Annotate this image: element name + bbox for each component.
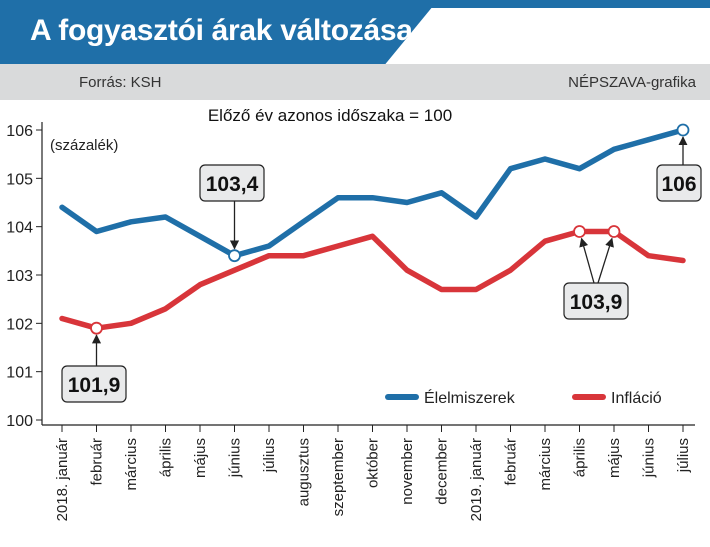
x-tick-label: 2019. január — [468, 438, 485, 521]
chart-title: A fogyasztói árak változása — [30, 14, 413, 47]
x-tick-label: május — [192, 438, 209, 478]
callout-label: 103,9 — [570, 291, 623, 314]
annotated-point — [607, 225, 621, 238]
x-tick-label: szeptember — [330, 438, 347, 516]
x-tick-label: augusztus — [296, 438, 313, 506]
food-prices-line — [59, 127, 686, 259]
y-tick-label: 103 — [6, 268, 33, 285]
x-tick-label: 2018. január — [54, 438, 71, 521]
callout-box — [199, 164, 265, 202]
x-tick-label: április — [158, 438, 175, 477]
y-tick-label: 105 — [6, 171, 33, 188]
x-tick-label: február — [89, 438, 106, 486]
x-tick-label: június — [641, 438, 658, 478]
x-tick-label: október — [365, 438, 382, 488]
x-tick-label: július — [675, 438, 692, 473]
callout-arrow — [597, 237, 614, 284]
x-tick-label: november — [399, 438, 416, 505]
legend-label: Infláció — [611, 390, 662, 407]
y-axis-label: (százalék) — [50, 137, 118, 154]
annotated-points — [90, 123, 690, 335]
callout-box — [563, 282, 629, 320]
annotated-point — [573, 225, 586, 238]
x-tick-label: március — [537, 438, 554, 491]
credit-label: NÉPSZAVA-grafika — [568, 74, 696, 91]
source-label: Forrás: KSH — [79, 74, 162, 91]
callout-box — [61, 365, 127, 403]
x-tick-label: március — [123, 438, 140, 491]
x-tick-label: június — [227, 438, 244, 478]
legend-label: Élelmiszerek — [424, 388, 516, 407]
x-tick-label: december — [434, 438, 451, 505]
y-tick-label: 100 — [6, 413, 33, 430]
callout-label: 103,4 — [206, 173, 259, 196]
y-tick-label: 101 — [6, 365, 33, 382]
y-tick-label: 102 — [6, 316, 33, 333]
title-banner — [0, 0, 438, 64]
x-tick-label: április — [572, 438, 589, 477]
callout-label: 101,9 — [68, 374, 121, 397]
axes: 100 101 102 103 104 105 106 2018. január február… — [6, 122, 695, 521]
callouts: 101,9 103,4 106 103,9 — [61, 136, 702, 403]
source-bar — [0, 64, 710, 100]
chart-subtitle: Előző év azonos időszaka = 100 — [208, 106, 452, 125]
x-tick-label: május — [606, 438, 623, 478]
annotated-point — [228, 249, 241, 263]
x-tick-label: február — [503, 438, 520, 486]
y-tick-label: 106 — [6, 123, 33, 140]
x-tick-label: július — [261, 438, 278, 473]
callout-box — [656, 164, 702, 202]
callout-arrow — [579, 237, 595, 284]
annotated-point — [676, 123, 690, 137]
legend: Élelmiszerek Infláció — [385, 388, 662, 407]
annotated-point — [90, 321, 103, 335]
callout-label: 106 — [661, 173, 696, 196]
y-tick-label: 104 — [6, 220, 33, 237]
